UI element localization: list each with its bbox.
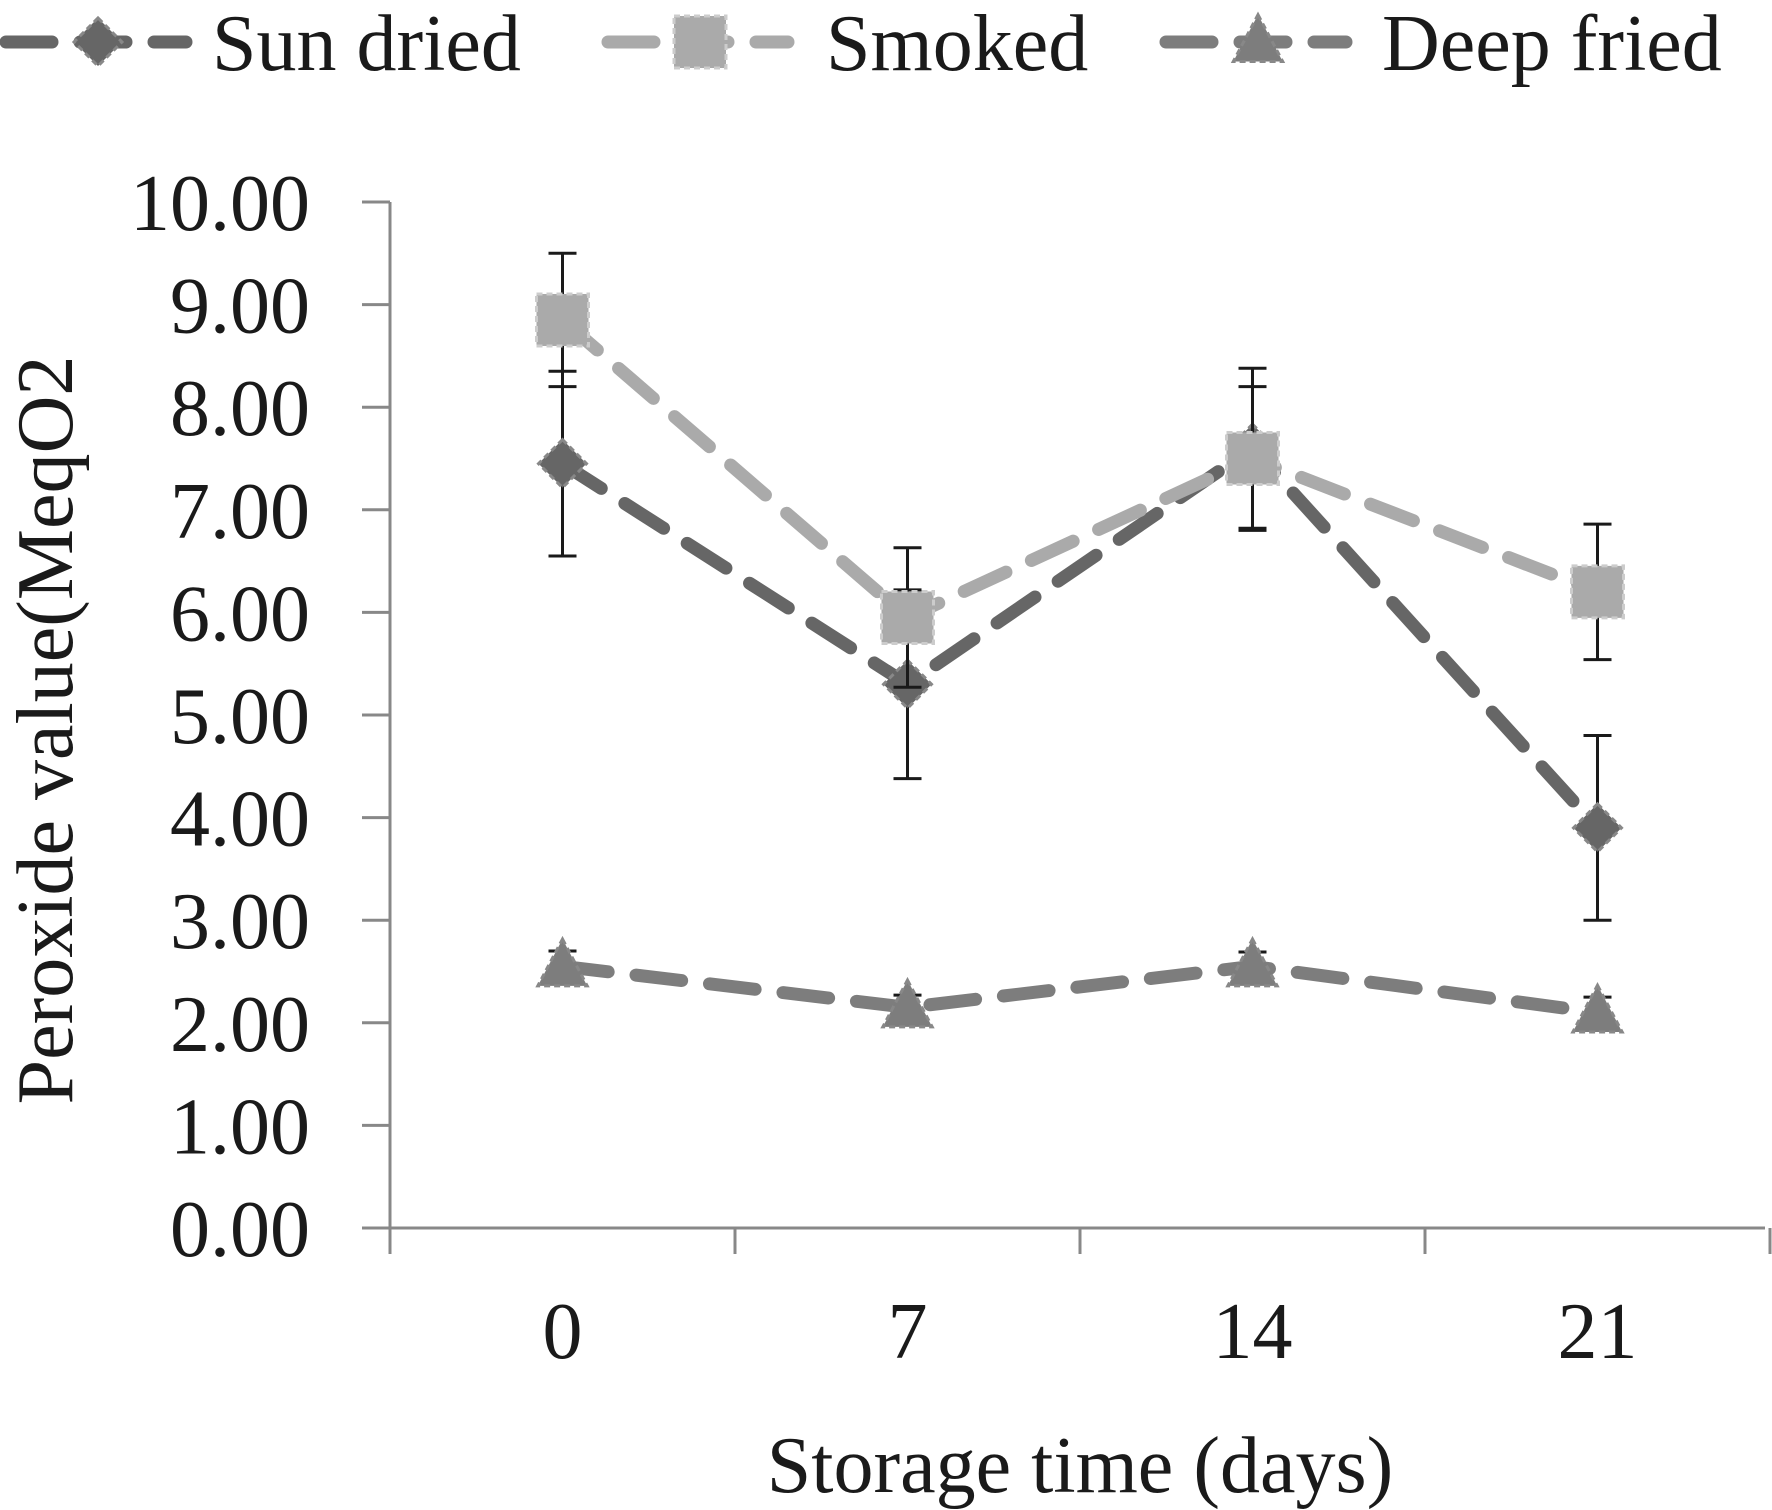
- y-tick-label: 6.00: [170, 570, 310, 658]
- data-point: [1571, 801, 1624, 854]
- data-point: [535, 935, 590, 988]
- y-tick-label: 5.00: [170, 673, 310, 761]
- x-tick-label: 21: [1558, 1288, 1638, 1376]
- y-ticks: 0.00 1.00 2.00 3.00 4.00 5.00 6.00 7.00 8.00 9.00…: [130, 160, 390, 1274]
- x-tick-label: 14: [1213, 1288, 1293, 1376]
- y-tick-label: 3.00: [170, 878, 310, 966]
- series-sun-dried: [536, 366, 1624, 922]
- y-tick-label: 4.00: [170, 776, 310, 864]
- y-tick-label: 8.00: [170, 365, 310, 453]
- legend-marker: [71, 15, 125, 69]
- data-point: [1570, 564, 1625, 620]
- data-point: [535, 292, 590, 348]
- series-smoked: [535, 251, 1625, 689]
- series-line: [556, 441, 1604, 835]
- series-line: [556, 313, 1604, 625]
- x-tick-label: 0: [543, 1288, 583, 1376]
- legend: Sun dried Smoked Deep fried: [0, 0, 1722, 88]
- axes: [362, 202, 1765, 1230]
- y-tick-label: 10.00: [130, 160, 310, 248]
- data-point: [880, 976, 935, 1029]
- legend-label: Deep fried: [1382, 0, 1722, 88]
- y-tick-label: 9.00: [170, 263, 310, 351]
- y-tick-label: 7.00: [170, 468, 310, 556]
- y-axis-label: Peroxide value(MeqO2: [2, 356, 90, 1105]
- x-ticks: 0 7 14 21: [388, 1228, 1772, 1376]
- legend-label: Sun dried: [212, 0, 521, 88]
- y-tick-label: 0.00: [170, 1186, 310, 1274]
- y-tick-label: 2.00: [170, 981, 310, 1069]
- data-point: [1225, 431, 1280, 486]
- series-line: [556, 959, 1604, 1020]
- data-point: [1225, 935, 1280, 988]
- y-tick-label: 1.00: [170, 1083, 310, 1171]
- legend-marker: [1230, 11, 1286, 63]
- legend-label: Smoked: [826, 0, 1088, 88]
- data-point: [1570, 982, 1625, 1034]
- series-layer: [535, 251, 1625, 1034]
- x-axis-label: Storage time (days): [767, 1422, 1393, 1510]
- x-tick-label: 7: [888, 1288, 928, 1376]
- data-point: [536, 437, 589, 490]
- series-deep-fried: [535, 935, 1625, 1034]
- legend-item-sun-dried: Sun dried: [0, 0, 521, 88]
- data-point: [880, 590, 935, 646]
- legend-item-deep-fried: Deep fried: [1159, 0, 1722, 88]
- legend-item-smoked: Smoked: [601, 0, 1088, 88]
- legend-marker: [672, 14, 728, 70]
